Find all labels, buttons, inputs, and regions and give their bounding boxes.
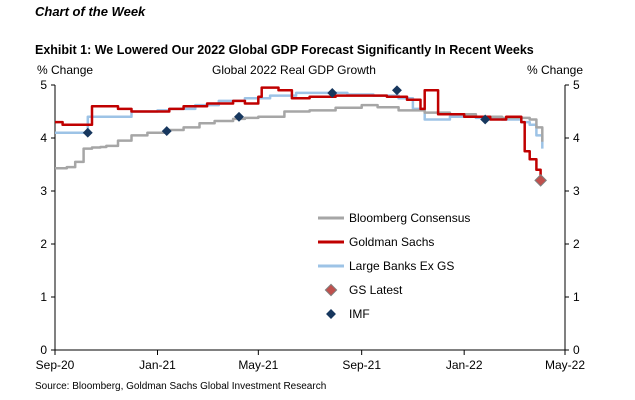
legend-swatch-gs-latest bbox=[324, 283, 338, 297]
y-tick-label-right: 3 bbox=[573, 184, 580, 198]
y-tick-label-left: 2 bbox=[40, 237, 47, 251]
legend-label: Bloomberg Consensus bbox=[349, 211, 470, 225]
exhibit-title: Exhibit 1: We Lowered Our 2022 Global GD… bbox=[35, 43, 534, 57]
kicker: Chart of the Week bbox=[35, 4, 146, 19]
y-tick-label-left: 5 bbox=[40, 78, 47, 92]
legend-label: IMF bbox=[349, 307, 370, 321]
legend-label: Large Banks Ex GS bbox=[349, 259, 454, 273]
series-line-goldman-sachs bbox=[55, 86, 542, 181]
legend-label: Goldman Sachs bbox=[349, 235, 434, 249]
series-layer bbox=[55, 86, 544, 181]
imf-point bbox=[82, 127, 93, 138]
marker-layer bbox=[82, 85, 547, 187]
y-tick-label-right: 0 bbox=[573, 343, 580, 357]
axes: 0 0 1 1 2 2 3 3 4 4 5 5 Sep-20 Jan-21 May-21 Sep-21 Jan-… bbox=[36, 78, 586, 372]
right-axis-unit: % Change bbox=[526, 63, 583, 77]
imf-point bbox=[234, 111, 244, 122]
y-tick-label-right: 5 bbox=[573, 78, 580, 92]
gs-latest-point bbox=[534, 174, 547, 187]
imf-point bbox=[161, 126, 172, 137]
legend: Bloomberg Consensus Goldman Sachs Large Ba… bbox=[318, 211, 470, 321]
y-tick-label-left: 0 bbox=[40, 343, 47, 357]
chart-subtitle: Global 2022 Real GDP Growth bbox=[212, 63, 376, 77]
legend-label: GS Latest bbox=[349, 283, 403, 297]
left-axis-unit: % Change bbox=[37, 63, 94, 77]
y-tick-label-right: 2 bbox=[573, 237, 580, 251]
y-tick-label-left: 1 bbox=[40, 290, 47, 304]
x-tick-label: May-21 bbox=[238, 358, 278, 372]
x-tick-label: May-22 bbox=[545, 358, 585, 372]
series-line-bloomberg-consensus bbox=[55, 103, 544, 170]
x-tick-label: Sep-21 bbox=[342, 358, 381, 372]
y-tick-label-left: 3 bbox=[40, 184, 47, 198]
y-tick-label-left: 4 bbox=[40, 131, 47, 145]
legend-swatch-imf bbox=[326, 309, 336, 319]
source-note: Source: Bloomberg, Goldman Sachs Global … bbox=[35, 381, 327, 392]
x-tick-label: Jan-22 bbox=[446, 358, 483, 372]
y-tick-label-right: 4 bbox=[573, 131, 580, 145]
y-tick-label-right: 1 bbox=[573, 290, 580, 304]
imf-point bbox=[392, 85, 402, 96]
x-tick-label: Jan-21 bbox=[139, 358, 176, 372]
x-tick-label: Sep-20 bbox=[36, 358, 75, 372]
